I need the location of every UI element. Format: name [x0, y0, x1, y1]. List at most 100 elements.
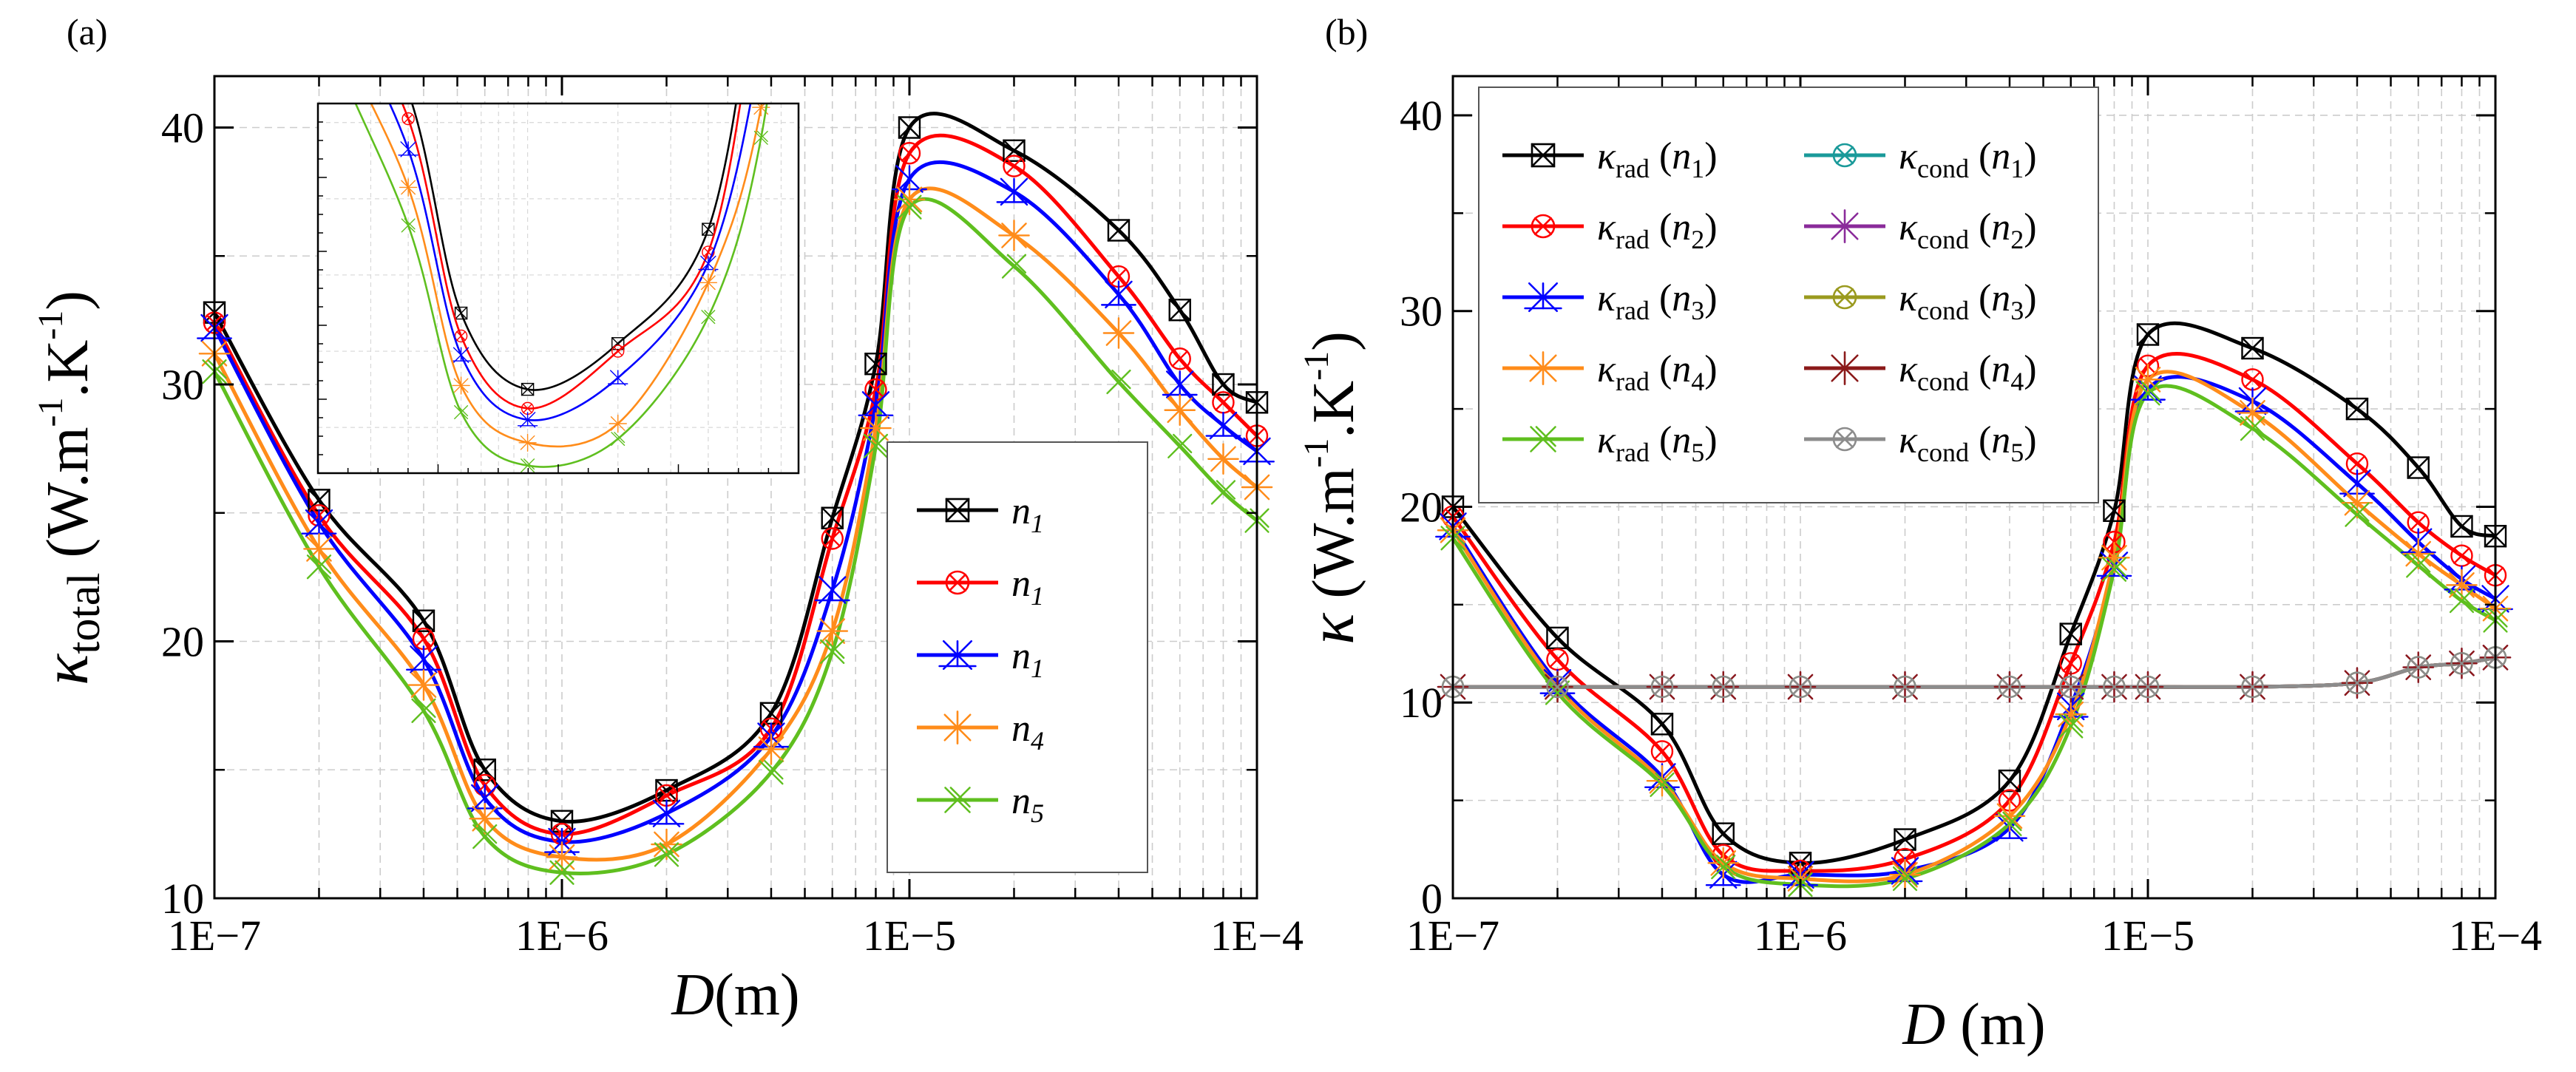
panel-b-legend-entry-2: κcond (n1)	[1804, 135, 2037, 183]
panel-a-series-1-point	[412, 609, 435, 632]
panel-b-legend-marker-7	[1526, 351, 1560, 385]
panel-a-series-4-point	[816, 615, 849, 647]
panel-a-series-4-point	[303, 533, 335, 565]
panel-b-series-10-point	[2241, 675, 2264, 699]
panel-a-legend-marker-2	[945, 570, 970, 595]
panel-b-y-axis-unit-1: (W.m	[1301, 468, 1366, 614]
panel-b-legend-entry-8: κcond (n4)	[1804, 348, 2037, 396]
panel-a-series-4-point	[469, 802, 501, 835]
panel-a-y-axis-exp-1: -1	[31, 397, 70, 427]
panel-b-y-tick-label: 0	[1421, 875, 1443, 923]
panel-a-series-3-point	[648, 799, 685, 828]
panel-b-series-9-point	[2058, 713, 2084, 739]
panel-a-series-5-point	[863, 433, 889, 458]
panel-b-series-10-point	[1998, 675, 2021, 699]
panel-a-series-5-point	[897, 194, 922, 220]
panel-b-series-9-point	[2449, 588, 2475, 614]
panel-b-x-tick-label: 1E−7	[1406, 912, 1499, 960]
panel-b-legend-marker-5	[1524, 282, 1562, 313]
panel-a-series-2-point	[821, 527, 844, 550]
panel-b-series-1-point	[2059, 622, 2082, 645]
panel-a-legend-entry-5: n5	[917, 780, 1044, 828]
panel-a-y-tick-label: 10	[161, 875, 204, 923]
panel-b-series-9-point	[2101, 557, 2127, 582]
panel-a-legend-label-3: n1	[1011, 635, 1044, 683]
panel-b-series-7-point	[2055, 698, 2087, 730]
panel-a-legend-entry-3: n1	[917, 635, 1044, 683]
panel-b-series-10-point	[2059, 675, 2082, 699]
panel-b-series-1-point	[1650, 713, 1674, 736]
inset-series-4-point	[399, 178, 418, 197]
panel-b-legend-label-6: κcond (n3)	[1899, 277, 2037, 325]
inset-series-3-point	[608, 370, 628, 386]
panel-b-legend-entry-5: κrad (n3)	[1502, 277, 1718, 325]
panel-b-series-10-point	[2345, 671, 2369, 694]
panel-a-series-5-point	[759, 760, 784, 785]
panel-a-series-1-point	[1107, 219, 1131, 242]
panel-b-series-1-point	[1894, 828, 1916, 851]
panel-a-series-2-point	[898, 142, 921, 165]
inset-series-1-point	[702, 223, 715, 236]
panel-a-y-axis-unit-3: )	[35, 291, 101, 311]
panel-b-legend-marker-9	[1530, 426, 1556, 452]
panel-b-series-1-point	[2241, 336, 2264, 360]
panel-b-series-10-point	[2450, 652, 2473, 675]
panel-b-series-10-point	[1712, 675, 1735, 699]
inset-series-4-point	[699, 274, 718, 292]
panel-b-legend: κrad (n1) κcond (n1) κrad (n2) κcond (n2) κr…	[1478, 86, 2099, 503]
panel-a-series-3-point	[1101, 280, 1136, 309]
panel-a-legend-marker-1	[945, 498, 970, 523]
inset-series-1-point	[521, 382, 535, 396]
inset-series-line-4	[370, 104, 763, 448]
panel-a-series-5-point	[306, 554, 332, 580]
panel-a-x-axis-unit: (m)	[714, 963, 800, 1028]
panel-b-y-axis-unit-3: )	[1301, 331, 1366, 351]
inset-series-3-point	[398, 141, 418, 157]
panel-b-series-9-point	[2135, 381, 2160, 406]
panel-b: (b) 1E−7 1E−6 1E−5 1E−4 0 10 20 30 40 D (m) κ (W…	[1296, 11, 2542, 1057]
panel-a-legend-label-1: n1	[1011, 490, 1044, 538]
panel-a-plot-frame	[213, 75, 1258, 900]
panel-b-legend-label-4: κcond (n2)	[1899, 206, 2037, 254]
panel-b-tick-labels: 1E−7 1E−6 1E−5 1E−4 0 10 20 30 40	[1400, 92, 2542, 960]
panel-b-legend-label-1: κrad (n1)	[1597, 135, 1718, 183]
panel-a-legend-marker-5	[944, 787, 971, 813]
panel-a-series-2-point	[1003, 155, 1026, 177]
inset-series-3-point	[450, 347, 472, 363]
panel-a-y-tick-label: 40	[161, 104, 204, 152]
panel-b-legend-marker-1	[1531, 143, 1556, 168]
panel-b-y-tick-label: 40	[1400, 92, 1443, 140]
inset-plot-area	[318, 104, 799, 473]
panel-b-grid	[1453, 76, 2495, 898]
panel-a-series-5-point	[1210, 480, 1236, 505]
panel-a-ticks	[213, 76, 1258, 900]
panel-b-label: (b)	[1325, 11, 1368, 52]
panel-b-y-tick-label: 10	[1400, 679, 1443, 727]
panel-b-plot-frame	[1451, 75, 2497, 900]
panel-b-y-axis-exp-1: -1	[1297, 438, 1336, 468]
panel-a-tick-labels: 1E−7 1E−6 1E−5 1E−4 10 20 30 40	[161, 104, 1304, 960]
panel-a-series-5-point	[472, 824, 498, 849]
panel-b-legend-entry-6: κcond (n3)	[1804, 277, 2037, 325]
panel-a-y-tick-label: 20	[161, 618, 204, 666]
inset-series-5-point	[611, 432, 626, 447]
panel-b-series-1-point	[2450, 515, 2473, 538]
panel-b-series-1-point	[1546, 626, 1569, 650]
panel-b-y-axis-title: κ (W.m-1.K-1)	[1296, 331, 1368, 645]
panel-b-legend-entry-4: κcond (n2)	[1804, 206, 2037, 254]
inset-series-5-point	[521, 458, 535, 473]
panel-a-series-1-point	[655, 778, 678, 802]
panel-b-y-tick-label: 30	[1400, 288, 1443, 336]
panel-a-y-axis-title: κtotal (W.m-1.K-1)	[30, 291, 109, 685]
panel-b-series-10-point	[2407, 656, 2430, 679]
panel-a-x-axis-symbol: D	[671, 963, 714, 1028]
panel-b-legend-label-9: κrad (n5)	[1597, 419, 1718, 467]
panel-b-series-markers	[1435, 323, 2513, 898]
panel-a-legend-label-5: n5	[1011, 780, 1044, 828]
panel-a-legend-entry-1: n1	[917, 490, 1044, 538]
panel-a-y-tick-label: 30	[161, 361, 204, 409]
panel-b-legend-entry-9: κrad (n5)	[1502, 419, 1718, 467]
panel-a-series-4-point	[998, 220, 1030, 251]
panel-b-series-3-point	[1650, 740, 1674, 763]
inset-series-2-point	[401, 112, 415, 126]
